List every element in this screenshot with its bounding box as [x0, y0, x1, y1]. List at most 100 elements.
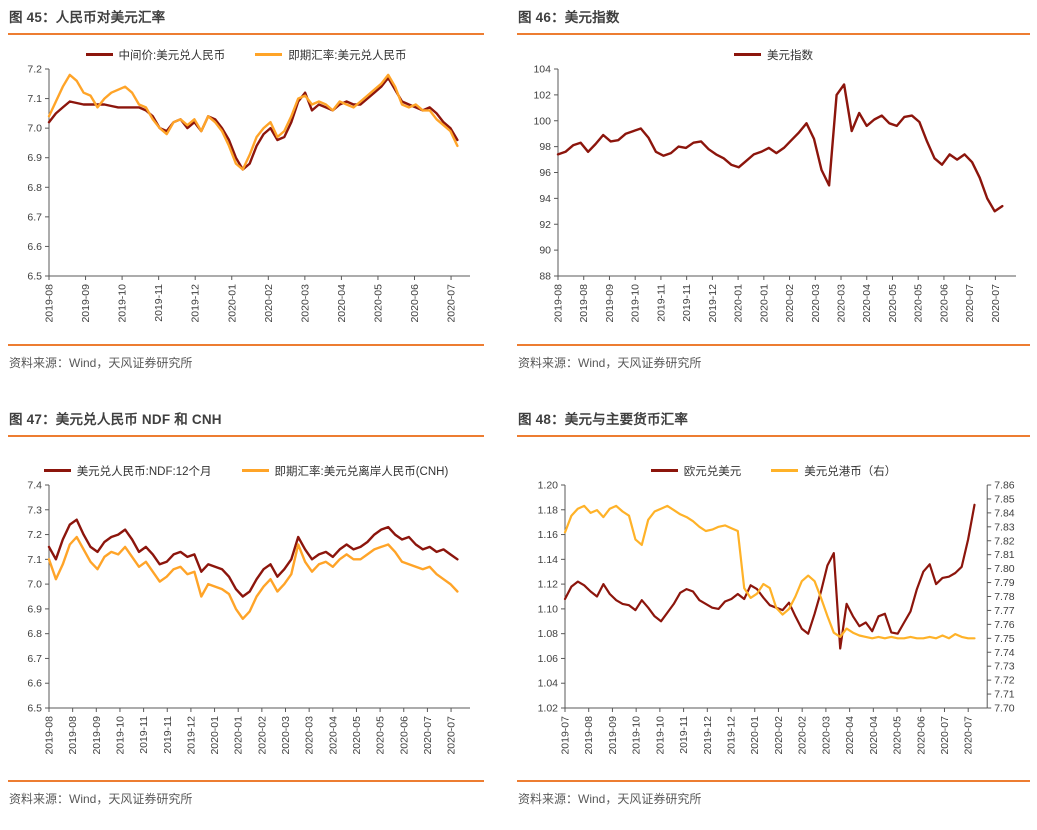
svg-text:102: 102	[533, 89, 551, 101]
figure-title: 图 48：美元与主要货币汇率	[518, 412, 689, 427]
legend-swatch	[255, 52, 283, 57]
svg-text:7.80: 7.80	[994, 563, 1015, 575]
svg-text:7.85: 7.85	[994, 493, 1015, 505]
footer-rule	[8, 344, 484, 346]
svg-text:104: 104	[533, 64, 551, 76]
svg-text:2020-05: 2020-05	[375, 716, 387, 755]
title-rule	[517, 435, 1030, 437]
svg-text:7.71: 7.71	[994, 689, 1015, 701]
svg-text:7.1: 7.1	[27, 93, 42, 105]
svg-text:2020-03: 2020-03	[299, 284, 311, 323]
svg-text:7.81: 7.81	[994, 549, 1015, 561]
svg-text:7.70: 7.70	[994, 703, 1015, 715]
svg-text:1.14: 1.14	[538, 554, 559, 566]
svg-text:2019-09: 2019-09	[80, 284, 92, 323]
svg-text:100: 100	[533, 115, 551, 127]
svg-text:1.20: 1.20	[538, 480, 559, 492]
svg-text:7.4: 7.4	[27, 480, 42, 492]
svg-text:7.3: 7.3	[27, 504, 42, 516]
chart-legend: 美元指数	[517, 47, 1030, 62]
svg-text:2020-07: 2020-07	[964, 284, 976, 323]
svg-text:2020-05: 2020-05	[892, 716, 904, 755]
svg-text:92: 92	[539, 219, 551, 231]
svg-text:96: 96	[539, 167, 551, 179]
legend-label: 即期汇率:美元兑人民币	[288, 49, 407, 62]
figure-panel-48: 图 48：美元与主要货币汇率 欧元兑美元 美元兑港币（右） 1.20 1.18 1.1…	[517, 408, 1030, 807]
legend-swatch	[734, 52, 761, 57]
svg-text:2020-02: 2020-02	[256, 716, 268, 755]
svg-text:2019-11: 2019-11	[162, 716, 174, 754]
svg-text:6.7: 6.7	[27, 653, 42, 665]
svg-text:2019-11: 2019-11	[138, 716, 150, 754]
svg-text:1.12: 1.12	[538, 579, 559, 591]
svg-text:6.6: 6.6	[27, 241, 42, 253]
svg-text:6.8: 6.8	[27, 628, 42, 640]
svg-text:1.06: 1.06	[538, 653, 559, 665]
svg-text:2019-08: 2019-08	[553, 284, 565, 323]
source-note: 资料来源：Wind，天风证券研究所	[9, 792, 193, 806]
svg-text:2019-10: 2019-10	[631, 716, 643, 755]
svg-text:2020-02: 2020-02	[263, 284, 275, 323]
svg-text:2020-03: 2020-03	[304, 716, 316, 755]
svg-text:2019-10: 2019-10	[114, 716, 126, 755]
svg-text:2020-07: 2020-07	[422, 716, 434, 755]
legend-swatch	[43, 468, 71, 473]
series-line	[47, 76, 459, 171]
legend-label: 即期汇率:美元兑离岸人民币(CNH)	[274, 465, 449, 478]
legend-swatch	[650, 468, 678, 473]
svg-text:2019-08: 2019-08	[44, 716, 56, 755]
svg-text:2020-04: 2020-04	[336, 284, 348, 323]
chart-legend: 美元兑人民币:NDF:12个月 即期汇率:美元兑离岸人民币(CNH)	[8, 463, 484, 478]
svg-text:7.2: 7.2	[27, 64, 42, 76]
legend-item: 即期汇率:美元兑人民币	[255, 47, 406, 63]
svg-text:94: 94	[539, 193, 551, 205]
svg-text:2019-09: 2019-09	[91, 716, 103, 755]
svg-text:7.83: 7.83	[994, 521, 1015, 533]
svg-text:2019-12: 2019-12	[702, 716, 714, 755]
svg-text:2020-02: 2020-02	[773, 716, 785, 755]
svg-text:2019-08: 2019-08	[44, 284, 56, 323]
series-line	[47, 535, 459, 621]
svg-text:2019-08: 2019-08	[583, 716, 595, 755]
svg-text:2020-06: 2020-06	[938, 284, 950, 323]
svg-text:2019-07: 2019-07	[560, 716, 572, 755]
svg-text:2020-01: 2020-01	[758, 284, 770, 323]
svg-text:6.9: 6.9	[27, 603, 42, 615]
svg-text:2019-11: 2019-11	[678, 716, 690, 754]
svg-text:2020-03: 2020-03	[810, 284, 822, 323]
series-line	[563, 504, 976, 640]
svg-text:2020-05: 2020-05	[372, 284, 384, 323]
source-note: 资料来源：Wind，天风证券研究所	[518, 356, 702, 370]
figure-panel-45: 图 45：人民币对美元汇率 中间价:美元兑人民币 即期汇率:美元兑人民币 7.2 7…	[8, 6, 484, 371]
legend-label: 欧元兑美元	[683, 465, 742, 478]
svg-text:88: 88	[539, 271, 551, 283]
legend-item: 美元指数	[734, 47, 813, 63]
svg-text:2020-07: 2020-07	[446, 284, 458, 323]
legend-item: 美元兑人民币:NDF:12个月	[43, 463, 212, 479]
svg-text:2020-01: 2020-01	[733, 284, 745, 323]
svg-text:6.8: 6.8	[27, 182, 42, 194]
svg-text:2020-06: 2020-06	[398, 716, 410, 755]
svg-text:7.76: 7.76	[994, 619, 1015, 631]
svg-text:6.7: 6.7	[27, 211, 42, 223]
svg-text:2020-07: 2020-07	[963, 716, 975, 755]
svg-text:6.5: 6.5	[27, 703, 42, 715]
svg-text:2020-01: 2020-01	[233, 716, 245, 755]
svg-text:1.16: 1.16	[538, 529, 559, 541]
svg-text:2019-11: 2019-11	[655, 284, 667, 322]
svg-text:2020-02: 2020-02	[784, 284, 796, 323]
svg-text:6.6: 6.6	[27, 678, 42, 690]
svg-text:2019-09: 2019-09	[607, 716, 619, 755]
svg-text:1.08: 1.08	[538, 628, 559, 640]
svg-text:2019-09: 2019-09	[604, 284, 616, 323]
source-note: 资料来源：Wind，天风证券研究所	[9, 356, 193, 370]
svg-text:2019-11: 2019-11	[153, 284, 165, 322]
svg-text:2020-01: 2020-01	[209, 716, 221, 755]
figure-panel-47: 图 47：美元兑人民币 NDF 和 CNH 美元兑人民币:NDF:12个月 即期汇…	[8, 408, 484, 807]
title-rule	[517, 33, 1030, 35]
legend-item: 美元兑港币（右）	[771, 463, 896, 479]
legend-item: 即期汇率:美元兑离岸人民币(CNH)	[241, 463, 449, 479]
svg-text:2019-08: 2019-08	[67, 716, 79, 755]
svg-text:1.18: 1.18	[538, 504, 559, 516]
